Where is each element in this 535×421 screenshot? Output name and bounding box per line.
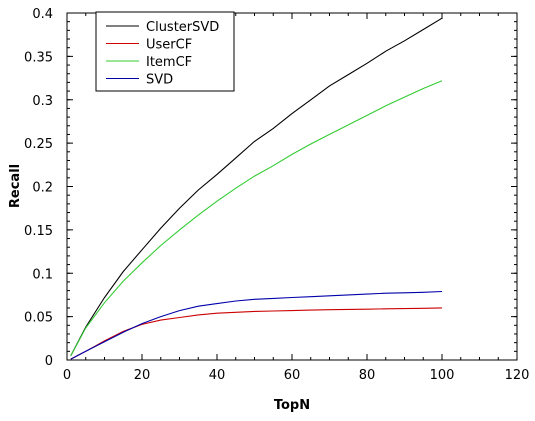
y-tick-label: 0.2 <box>32 181 53 196</box>
x-tick-label: 80 <box>359 368 376 383</box>
series-line-clustersvd <box>70 17 443 356</box>
y-tick-label: 0.35 <box>24 50 53 65</box>
legend-label-svd: SVD <box>146 73 173 88</box>
series-line-svd <box>70 290 443 360</box>
x-tick-label: 0 <box>63 368 71 383</box>
x-tick-label: 40 <box>209 368 226 383</box>
y-tick-label: 0.3 <box>32 94 53 109</box>
y-axis-title: Recall <box>8 164 23 208</box>
x-tick-label: 120 <box>505 368 530 383</box>
legend-box <box>95 11 235 92</box>
y-tick-label: 0.25 <box>24 137 53 152</box>
x-tick-label: 60 <box>284 368 301 383</box>
series-line-usercf <box>70 307 443 360</box>
y-tick-label: 0 <box>45 354 53 369</box>
x-axis-title: TopN <box>274 398 310 413</box>
legend: ClusterSVD UserCF ItemCF SVD <box>95 11 235 92</box>
y-axis: 0 0.05 0.1 0.15 0.2 0.25 0.3 0.35 0.4 <box>24 7 517 369</box>
y-tick-label: 0.15 <box>24 224 53 239</box>
legend-label-clustersvd: ClusterSVD <box>146 20 219 35</box>
legend-label-itemcf: ItemCF <box>146 55 192 70</box>
x-tick-label: 20 <box>134 368 151 383</box>
x-tick-label: 100 <box>430 368 455 383</box>
y-tick-label: 0.05 <box>24 311 53 326</box>
series-line-itemcf <box>70 80 443 356</box>
legend-label-usercf: UserCF <box>146 38 192 53</box>
y-tick-label: 0.1 <box>32 267 53 282</box>
x-axis: 0 20 40 60 80 100 120 <box>63 13 530 383</box>
y-tick-label: 0.4 <box>32 7 53 22</box>
series-lines <box>70 17 443 360</box>
